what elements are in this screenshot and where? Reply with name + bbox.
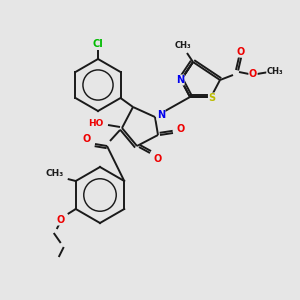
Text: O: O — [177, 124, 185, 134]
Text: CH₃: CH₃ — [46, 169, 64, 178]
Text: O: O — [249, 69, 257, 79]
Text: CH₃: CH₃ — [267, 67, 283, 76]
Text: N: N — [176, 75, 184, 85]
Text: HO: HO — [88, 118, 104, 127]
Text: O: O — [154, 154, 162, 164]
Text: S: S — [208, 93, 216, 103]
Text: O: O — [83, 134, 91, 144]
Text: N: N — [157, 110, 165, 120]
Text: O: O — [57, 215, 65, 225]
Text: Cl: Cl — [93, 39, 104, 49]
Text: CH₃: CH₃ — [175, 40, 191, 50]
Text: O: O — [237, 47, 245, 57]
